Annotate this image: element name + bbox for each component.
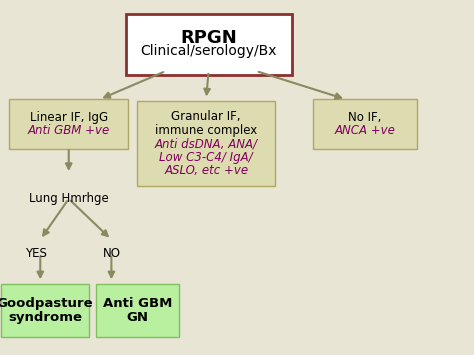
Text: ASLO, etc +ve: ASLO, etc +ve [164,164,248,177]
FancyBboxPatch shape [313,99,417,149]
Text: Goodpasture: Goodpasture [0,297,93,310]
Text: Low C3-C4/ IgA/: Low C3-C4/ IgA/ [159,151,253,164]
FancyBboxPatch shape [137,101,275,186]
Text: Anti dsDNA, ANA/: Anti dsDNA, ANA/ [155,137,258,150]
Text: GN: GN [127,311,148,324]
Text: Linear IF, IgG: Linear IF, IgG [30,111,108,124]
Text: Clinical/serology/Bx: Clinical/serology/Bx [140,44,277,58]
Text: immune complex: immune complex [155,124,257,137]
Text: syndrome: syndrome [8,311,82,324]
FancyBboxPatch shape [9,99,128,149]
Text: Anti GBM: Anti GBM [103,297,172,310]
Text: Granular IF,: Granular IF, [172,110,241,123]
Text: YES: YES [25,247,46,260]
FancyBboxPatch shape [1,284,89,337]
Text: Lung Hmrhge: Lung Hmrhge [29,192,109,205]
FancyBboxPatch shape [96,284,179,337]
Text: No IF,: No IF, [348,111,382,124]
Text: NO: NO [102,247,120,260]
FancyBboxPatch shape [126,14,292,75]
Text: RPGN: RPGN [180,29,237,47]
Text: Anti GBM +ve: Anti GBM +ve [27,125,110,137]
Text: ANCA +ve: ANCA +ve [335,125,395,137]
